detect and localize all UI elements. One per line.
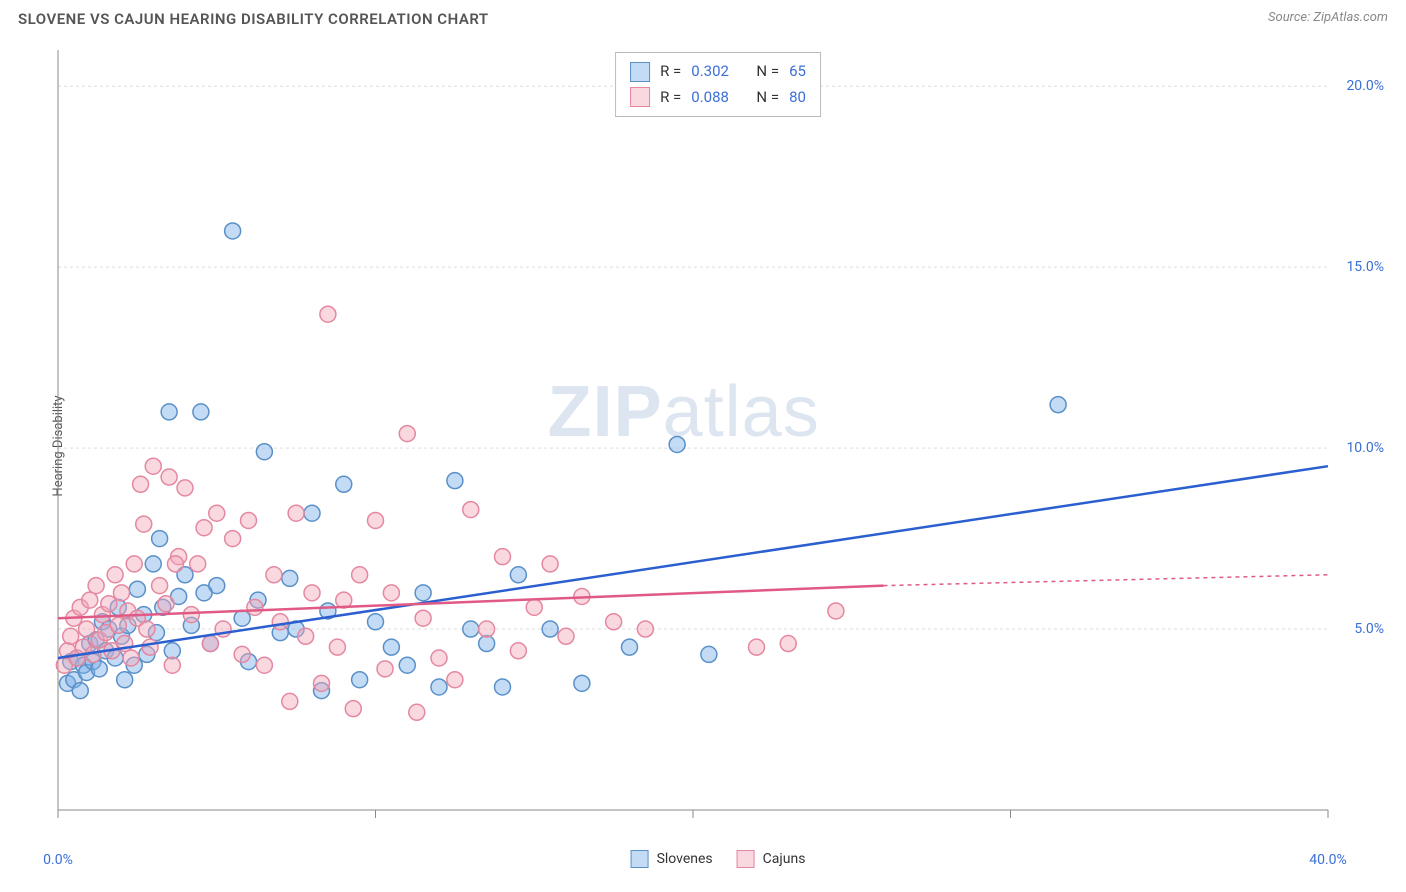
r-value-2: 0.088 xyxy=(691,85,729,111)
series-legend: Slovenes Cajuns xyxy=(631,850,806,868)
stats-row-cajuns: R = 0.088 N = 80 xyxy=(630,85,806,111)
y-tick-label: 10.0% xyxy=(1346,440,1384,456)
legend-item-slovenes: Slovenes xyxy=(631,850,713,868)
legend-item-cajuns: Cajuns xyxy=(737,850,806,868)
plot-area: ZIPatlas R = 0.302 N = 65 R = 0.088 N = … xyxy=(48,50,1388,840)
y-tick-label: 20.0% xyxy=(1346,78,1384,94)
legend-swatch-slovenes xyxy=(631,850,649,868)
scatter-plot-svg xyxy=(48,50,1388,840)
legend-swatch-cajuns xyxy=(737,850,755,868)
x-tick-label: 0.0% xyxy=(43,852,73,868)
legend-label-slovenes: Slovenes xyxy=(657,851,713,867)
y-tick-label: 5.0% xyxy=(1354,621,1384,637)
n-label-2: N = xyxy=(756,85,779,111)
swatch-cajuns xyxy=(630,87,650,107)
chart-title: SLOVENE VS CAJUN HEARING DISABILITY CORR… xyxy=(18,10,489,28)
r-label-2: R = xyxy=(660,85,681,111)
n-value-1: 65 xyxy=(789,59,806,85)
r-label-1: R = xyxy=(660,59,681,85)
y-tick-label: 15.0% xyxy=(1346,259,1384,275)
r-value-1: 0.302 xyxy=(691,59,729,85)
legend-label-cajuns: Cajuns xyxy=(763,851,806,867)
n-value-2: 80 xyxy=(789,85,806,111)
stats-row-slovenes: R = 0.302 N = 65 xyxy=(630,59,806,85)
stats-legend: R = 0.302 N = 65 R = 0.088 N = 80 xyxy=(615,52,821,117)
source-attribution: Source: ZipAtlas.com xyxy=(1268,10,1388,25)
n-label-1: N = xyxy=(756,59,779,85)
swatch-slovenes xyxy=(630,62,650,82)
x-tick-label: 40.0% xyxy=(1309,852,1347,868)
